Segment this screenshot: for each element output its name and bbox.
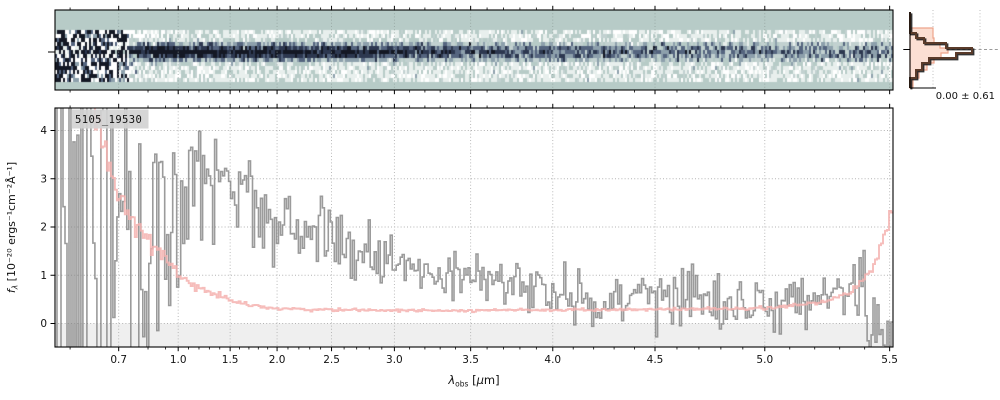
y-tick-label: 1 [40, 270, 47, 282]
spec2d-border [54, 9, 894, 91]
x-tick-label: 3.0 [386, 354, 403, 366]
axis-label-part: [ [468, 373, 476, 387]
data-hist-steps [909, 12, 973, 88]
residual-histogram [903, 10, 998, 90]
source-label-bbox [71, 109, 149, 129]
y-tick-label: 4 [40, 125, 47, 137]
x-tick-label: 3.5 [462, 354, 479, 366]
axis-label-part: f [5, 287, 18, 293]
main-plot: 0.7 1.0 1.5 2.0 2.5 3.0 3.5 4.0 4.5 5.0 5.501234λo… [5, 103, 898, 389]
x-tick-label: 4.0 [544, 354, 561, 366]
y-axis-label: fλ​ [10⁻²⁰ ergs⁻¹cm⁻²Å⁻¹] [5, 162, 20, 293]
x-tick-label: 5.0 [756, 354, 773, 366]
y-tick-label: 0 [40, 318, 47, 330]
axis-label-part: λ [11, 285, 20, 290]
y-tick-label: 2 [40, 222, 47, 234]
x-tick-label: 1.5 [222, 354, 239, 366]
axis-label-part: [10⁻²⁰ ergs⁻¹cm⁻²Å⁻¹] [5, 162, 18, 285]
spec2d-panel [48, 5, 894, 95]
error-series [93, 108, 893, 314]
y-axis: 0 1 2 3 4 [40, 125, 55, 330]
axis-label-part: obs [455, 380, 468, 389]
x-tick-label: 0.7 [110, 354, 127, 366]
axis-label-part: μ [476, 373, 484, 387]
x-tick-label: 5.5 [881, 354, 898, 366]
x-axis: 0.7 1.0 1.5 2.0 2.5 3.0 3.5 4.0 4.5 5.0 5.5 [69, 103, 898, 366]
flux-series [56, 108, 893, 347]
x-tick-label: 4.5 [647, 354, 664, 366]
axis-label-part: m] [484, 373, 500, 387]
spec2d-image [55, 10, 893, 90]
data-hist-shadow [910, 13, 975, 90]
below-zero-band [55, 323, 893, 347]
x-tick-label: 1.0 [170, 354, 187, 366]
histogram-stat-label: 0.00 ± 0.61 [936, 91, 995, 102]
source-label-text: 5105_19530 [75, 114, 142, 126]
x-tick-label: 2.5 [323, 354, 340, 366]
x-axis-label: λobs​ [μm] [447, 373, 499, 389]
axis-label-part: λ [447, 373, 455, 387]
y-tick-label: 3 [40, 173, 47, 185]
series-clip [56, 108, 893, 347]
source-label: 5105_19530 [71, 109, 149, 129]
x-tick-label: 2.0 [269, 354, 286, 366]
